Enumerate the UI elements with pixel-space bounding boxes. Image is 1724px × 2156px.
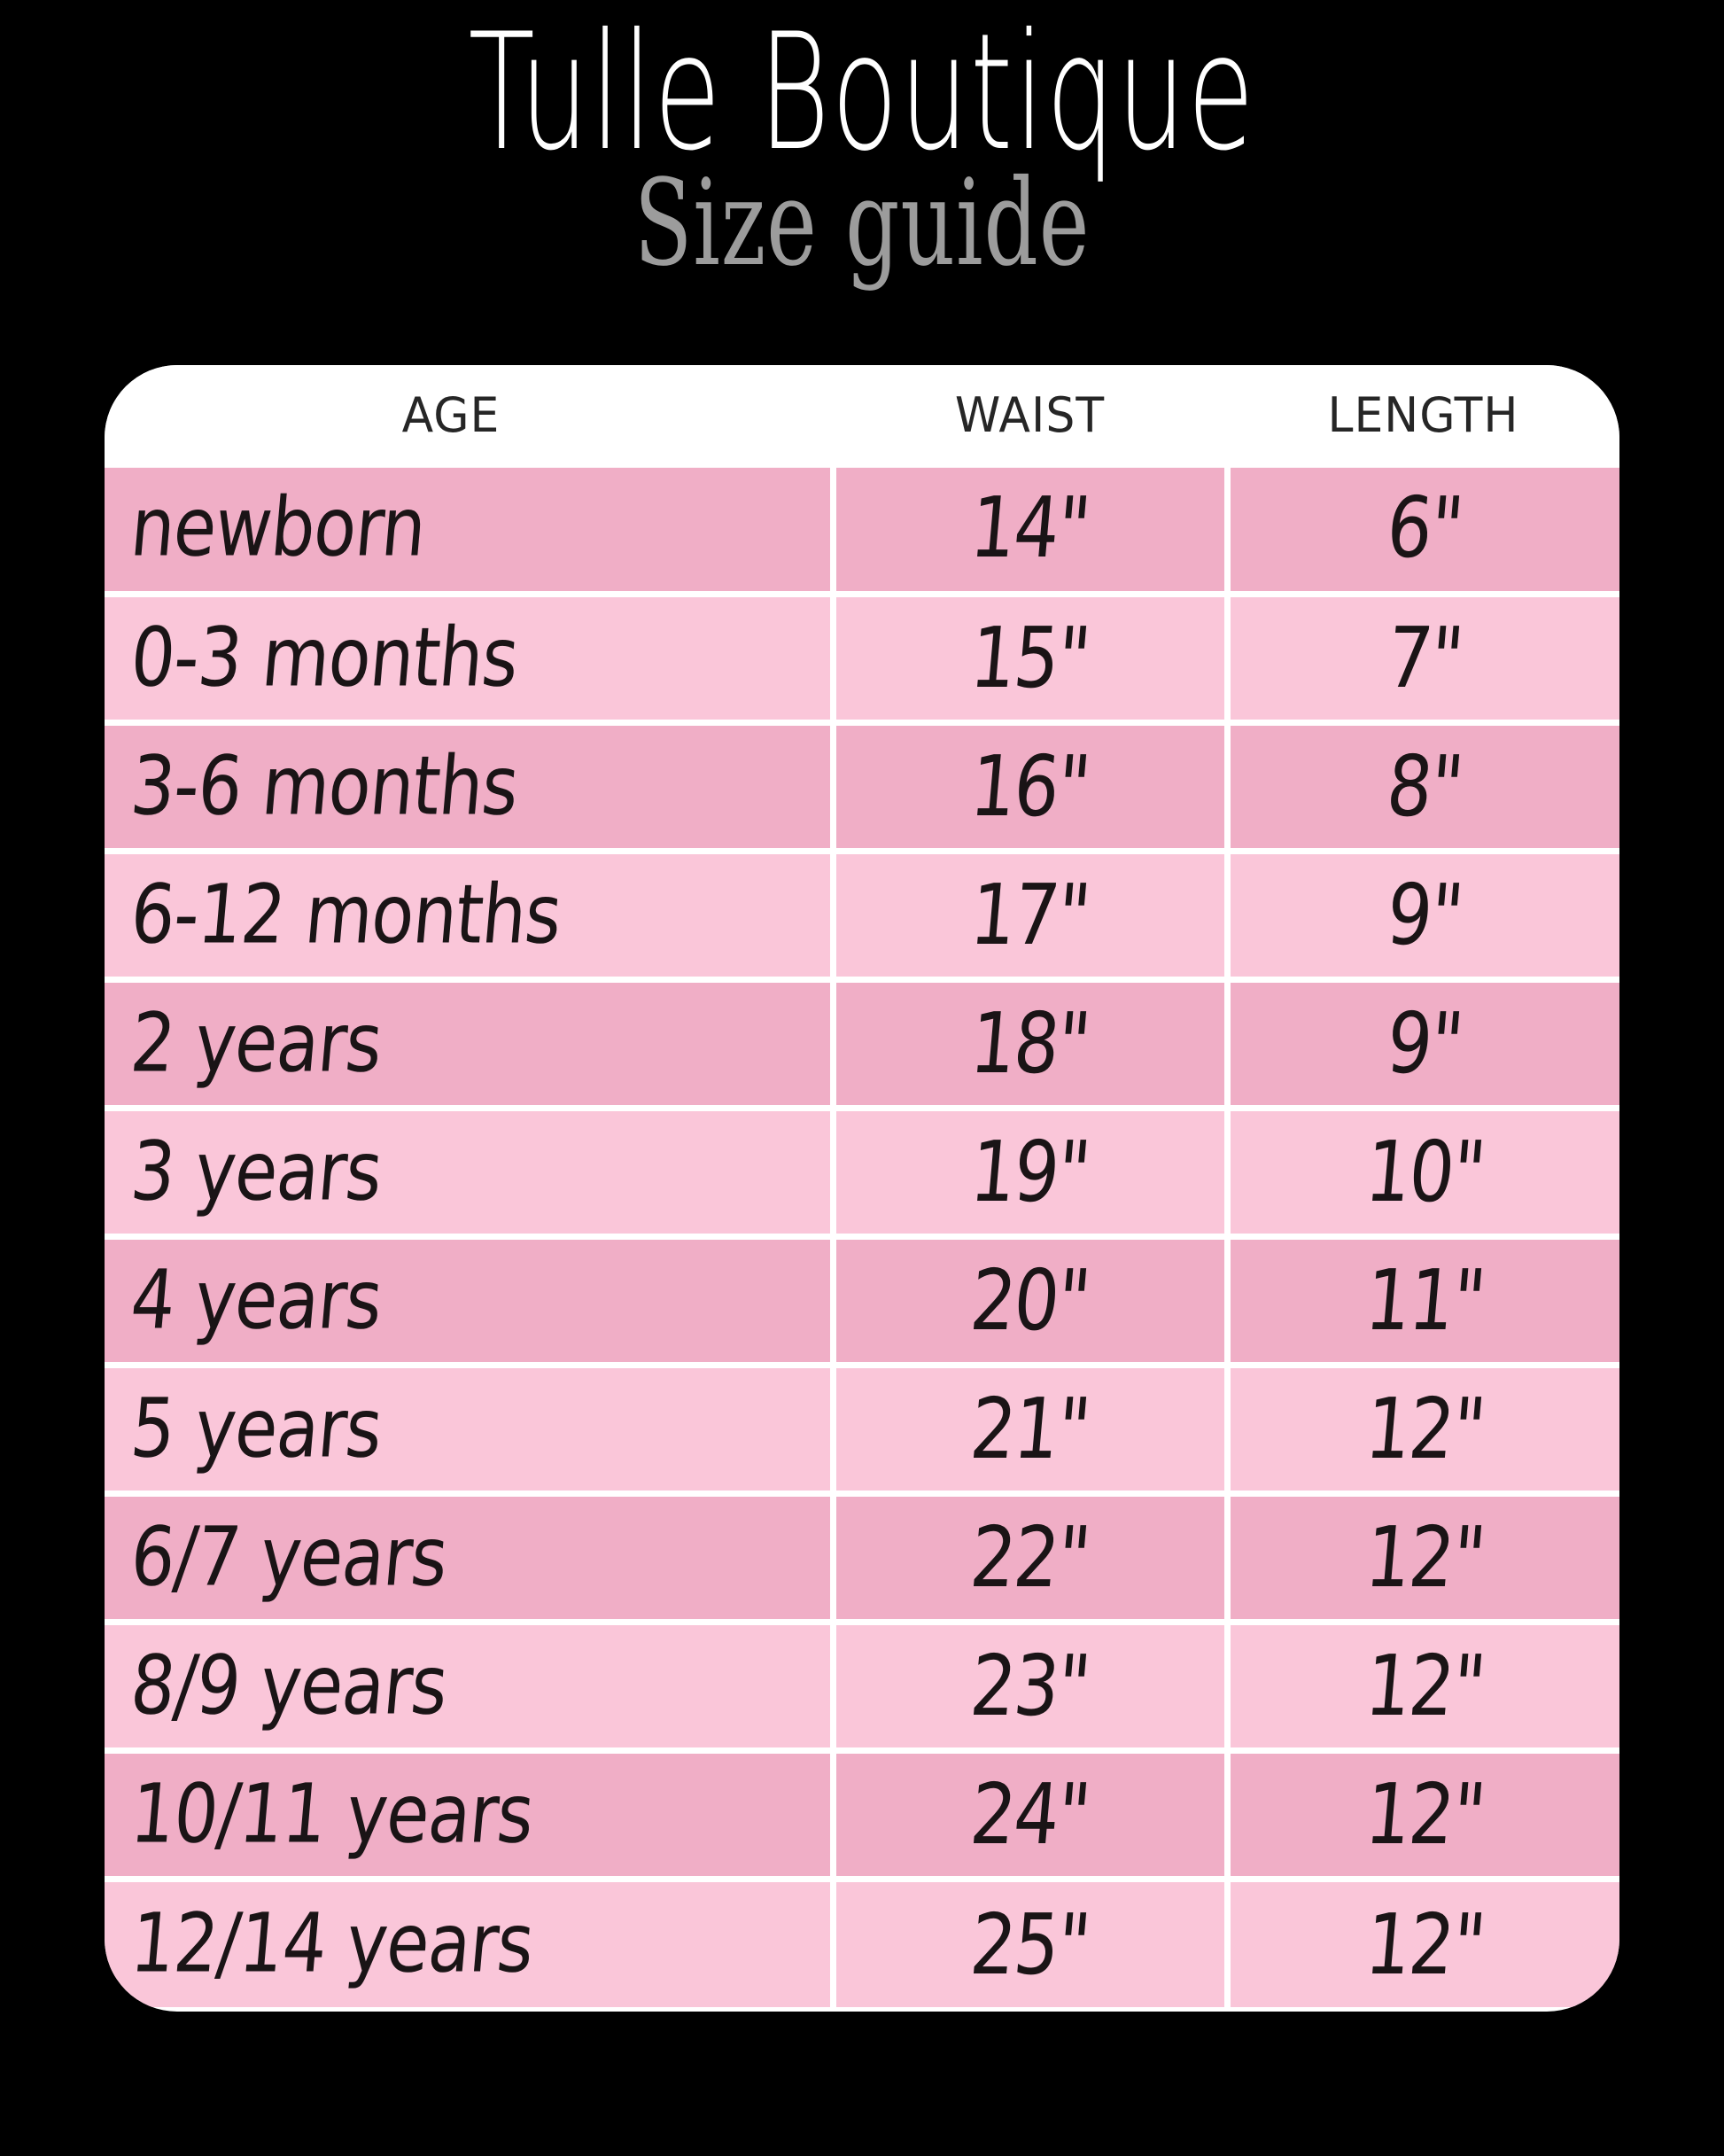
cell-length-value: 12" bbox=[1362, 1380, 1488, 1478]
table-row: 2 years 18" 9" bbox=[105, 979, 1619, 1111]
cell-length: 11" bbox=[1223, 1236, 1619, 1368]
cell-waist: 25" bbox=[829, 1879, 1227, 2007]
cell-age-label: 12/14 years bbox=[127, 1897, 537, 1992]
cell-length: 12" bbox=[1223, 1622, 1619, 1754]
cell-waist-value: 22" bbox=[967, 1508, 1093, 1607]
cell-length-value: 8" bbox=[1383, 737, 1466, 836]
cell-age: 10/11 years bbox=[105, 1750, 833, 1882]
cell-age-label: 4 years bbox=[127, 1253, 385, 1348]
column-header-waist: WAIST bbox=[833, 365, 1227, 468]
cell-waist: 20" bbox=[829, 1236, 1227, 1368]
cell-waist-value: 17" bbox=[967, 866, 1093, 964]
cell-waist: 21" bbox=[829, 1365, 1227, 1497]
table-header-row: AGE WAIST LENGTH bbox=[105, 365, 1619, 468]
cell-waist: 15" bbox=[829, 594, 1227, 726]
cell-age-label: 10/11 years bbox=[127, 1767, 537, 1862]
cell-length-value: 12" bbox=[1362, 1765, 1488, 1864]
cell-waist-value: 25" bbox=[967, 1895, 1093, 1994]
table-row: 6-12 months 17" 9" bbox=[105, 851, 1619, 983]
cell-waist: 17" bbox=[829, 851, 1227, 983]
cell-length-value: 6" bbox=[1383, 479, 1466, 577]
cell-age-label: 6/7 years bbox=[127, 1510, 451, 1605]
brand-block: Tulle Boutique Size guide bbox=[0, 0, 1724, 284]
cell-length-value: 9" bbox=[1383, 994, 1466, 1093]
cell-waist: 22" bbox=[829, 1493, 1227, 1625]
cell-length-value: 12" bbox=[1362, 1508, 1488, 1607]
cell-age: 8/9 years bbox=[105, 1622, 833, 1754]
cell-length-value: 12" bbox=[1362, 1895, 1488, 1994]
cell-age-label: 8/9 years bbox=[127, 1638, 451, 1733]
table-row: 0-3 months 15" 7" bbox=[105, 594, 1619, 726]
cell-length: 9" bbox=[1223, 851, 1619, 983]
cell-waist-value: 15" bbox=[967, 609, 1093, 707]
table-row: 8/9 years 23" 12" bbox=[105, 1622, 1619, 1754]
cell-length: 8" bbox=[1223, 722, 1619, 854]
page-subtitle: Size guide bbox=[633, 154, 1091, 293]
cell-length-value: 12" bbox=[1362, 1637, 1488, 1735]
cell-waist-value: 18" bbox=[967, 994, 1093, 1093]
table-row: 3 years 19" 10" bbox=[105, 1108, 1619, 1240]
column-header-age: AGE bbox=[105, 365, 833, 468]
cell-age-label: newborn bbox=[127, 480, 430, 575]
cell-age-label: 3-6 months bbox=[127, 739, 522, 834]
cell-length: 12" bbox=[1223, 1493, 1619, 1625]
table-row: 5 years 21" 12" bbox=[105, 1365, 1619, 1497]
size-guide-card: AGE WAIST LENGTH newborn 14" 6" 0-3 months 1… bbox=[105, 365, 1619, 2012]
cell-waist-value: 16" bbox=[967, 737, 1093, 836]
cell-length-value: 9" bbox=[1383, 866, 1466, 964]
cell-waist: 24" bbox=[829, 1750, 1227, 1882]
table-body: newborn 14" 6" 0-3 months 15" 7" 3-6 months 16"… bbox=[105, 465, 1619, 2007]
cell-age: 2 years bbox=[105, 979, 833, 1111]
size-guide-table: AGE WAIST LENGTH newborn 14" 6" 0-3 months 1… bbox=[105, 365, 1619, 2007]
cell-waist: 18" bbox=[829, 979, 1227, 1111]
cell-age: 6-12 months bbox=[105, 851, 833, 983]
cell-age: 3 years bbox=[105, 1108, 833, 1240]
cell-age-label: 0-3 months bbox=[127, 611, 522, 705]
cell-waist: 23" bbox=[829, 1622, 1227, 1754]
cell-waist-value: 23" bbox=[967, 1637, 1093, 1735]
column-header-length: LENGTH bbox=[1227, 365, 1619, 468]
cell-length: 10" bbox=[1223, 1108, 1619, 1240]
cell-age-label: 3 years bbox=[127, 1125, 385, 1219]
cell-age: newborn bbox=[105, 465, 833, 597]
cell-length: 7" bbox=[1223, 594, 1619, 726]
cell-waist: 16" bbox=[829, 722, 1227, 854]
cell-age-label: 2 years bbox=[127, 996, 385, 1091]
cell-length-value: 10" bbox=[1362, 1123, 1488, 1221]
cell-age: 0-3 months bbox=[105, 594, 833, 726]
cell-age: 3-6 months bbox=[105, 722, 833, 854]
table-row: 12/14 years 25" 12" bbox=[105, 1879, 1619, 2007]
cell-waist-value: 24" bbox=[967, 1765, 1093, 1864]
table-row: 3-6 months 16" 8" bbox=[105, 722, 1619, 854]
table-row: 4 years 20" 11" bbox=[105, 1236, 1619, 1368]
cell-waist: 14" bbox=[829, 465, 1227, 597]
cell-length: 9" bbox=[1223, 979, 1619, 1111]
cell-waist: 19" bbox=[829, 1108, 1227, 1240]
cell-age: 5 years bbox=[105, 1365, 833, 1497]
table-row: 10/11 years 24" 12" bbox=[105, 1750, 1619, 1882]
cell-waist-value: 20" bbox=[967, 1251, 1093, 1350]
cell-length: 12" bbox=[1223, 1879, 1619, 2007]
cell-age: 12/14 years bbox=[105, 1879, 833, 2007]
cell-waist-value: 19" bbox=[967, 1123, 1093, 1221]
cell-length-value: 11" bbox=[1362, 1251, 1488, 1350]
cell-age-label: 5 years bbox=[127, 1382, 385, 1476]
cell-age: 6/7 years bbox=[105, 1493, 833, 1625]
cell-waist-value: 21" bbox=[967, 1380, 1093, 1478]
cell-length: 6" bbox=[1223, 465, 1619, 597]
page-title: Tulle Boutique bbox=[468, 0, 1256, 187]
cell-length: 12" bbox=[1223, 1365, 1619, 1497]
cell-age-label: 6-12 months bbox=[127, 868, 565, 962]
table-header: AGE WAIST LENGTH bbox=[105, 365, 1619, 468]
table-row: 6/7 years 22" 12" bbox=[105, 1493, 1619, 1625]
cell-length-value: 7" bbox=[1383, 609, 1466, 707]
cell-age: 4 years bbox=[105, 1236, 833, 1368]
table-row: newborn 14" 6" bbox=[105, 465, 1619, 597]
cell-length: 12" bbox=[1223, 1750, 1619, 1882]
cell-waist-value: 14" bbox=[967, 479, 1093, 577]
